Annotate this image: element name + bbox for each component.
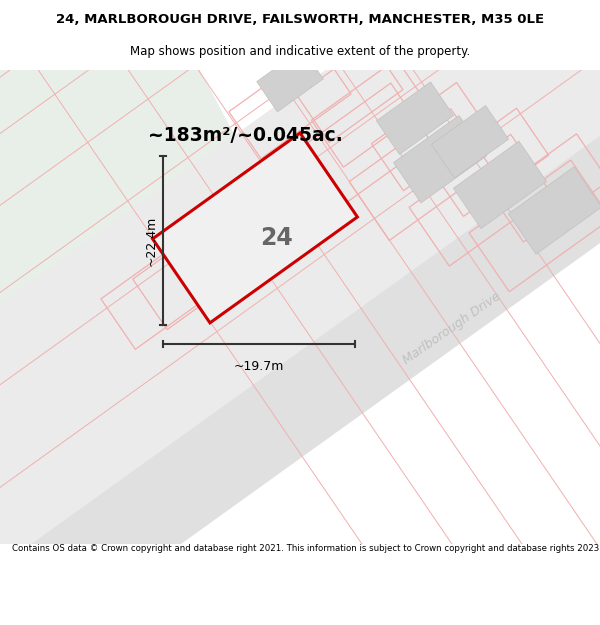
Text: ~183m²/~0.045ac.: ~183m²/~0.045ac. bbox=[148, 126, 343, 145]
Text: ~22.4m: ~22.4m bbox=[145, 216, 157, 266]
Text: Contains OS data © Crown copyright and database right 2021. This information is : Contains OS data © Crown copyright and d… bbox=[12, 544, 600, 552]
Text: ~19.7m: ~19.7m bbox=[234, 360, 284, 373]
Polygon shape bbox=[0, 70, 250, 472]
Polygon shape bbox=[454, 141, 547, 229]
Text: 24, MARLBOROUGH DRIVE, FAILSWORTH, MANCHESTER, M35 0LE: 24, MARLBOROUGH DRIVE, FAILSWORTH, MANCH… bbox=[56, 12, 544, 26]
Polygon shape bbox=[394, 116, 487, 203]
Polygon shape bbox=[152, 133, 358, 323]
Text: Map shows position and indicative extent of the property.: Map shows position and indicative extent… bbox=[130, 46, 470, 59]
Polygon shape bbox=[376, 82, 454, 154]
Polygon shape bbox=[431, 106, 509, 178]
Text: 24: 24 bbox=[260, 226, 293, 250]
Polygon shape bbox=[257, 49, 323, 112]
Text: Marlborough Drive: Marlborough Drive bbox=[401, 290, 503, 367]
Polygon shape bbox=[508, 167, 600, 254]
